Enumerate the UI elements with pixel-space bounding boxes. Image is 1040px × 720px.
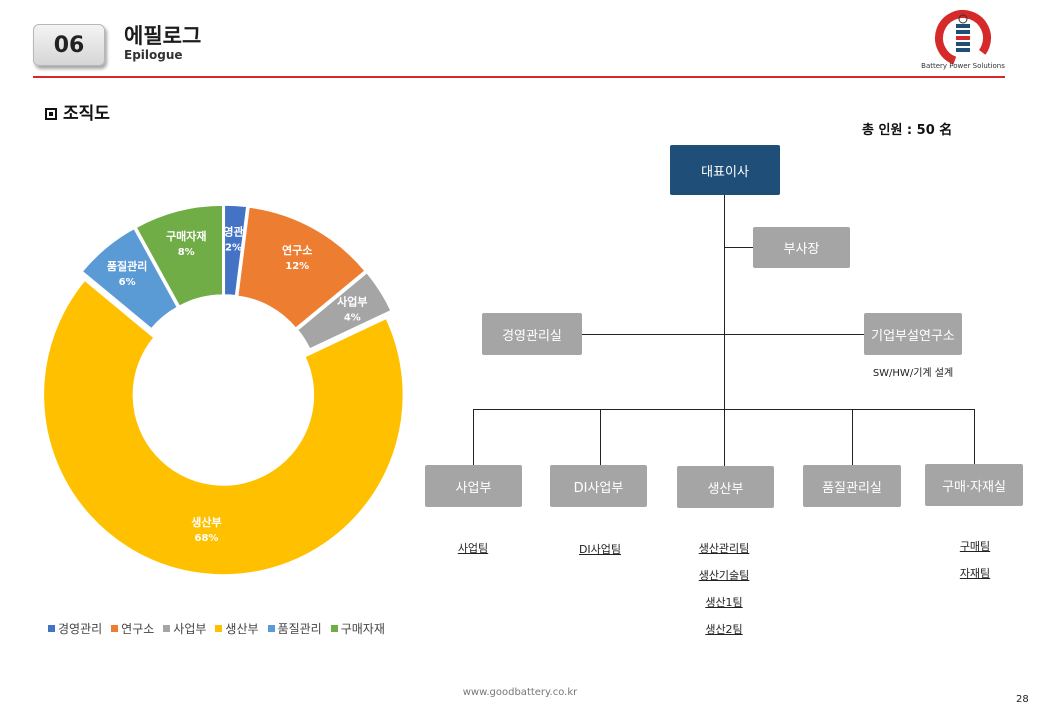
legend-label: 경영관리 (58, 622, 103, 636)
donut-slice-1 (236, 206, 367, 330)
donut-slice-0 (223, 204, 248, 297)
donut-label-category-4: 품질관리 (107, 259, 147, 273)
legend-swatch (267, 625, 275, 632)
legend-label: 생산부 (225, 622, 259, 636)
donut-slice-2 (296, 271, 393, 350)
donut-label-category-1: 연구소 (282, 243, 312, 257)
donut-slice-5 (135, 204, 224, 308)
legend-item-1: 연구소 (111, 620, 154, 637)
org-box-vice-president: 부사장 (753, 227, 850, 268)
legend-swatch (111, 625, 119, 632)
org-box-dept-business: 사업부 (425, 465, 522, 507)
org-box-dept-production: 생산부 (677, 466, 774, 508)
connector-ceo-trunk (724, 195, 725, 410)
donut-label-value-2: 4% (344, 313, 361, 324)
donut-slice-4 (81, 227, 179, 330)
connector-vice (724, 247, 753, 248)
donut-label-value-5: 8% (178, 247, 195, 258)
legend-swatch (215, 625, 223, 632)
org-box-dept-quality: 품질관리실 (803, 465, 901, 507)
team-purchasing: 구매팀 (959, 540, 991, 553)
donut-label-category-3: 생산부 (191, 515, 221, 529)
team-di-business: DI사업팀 (578, 543, 622, 556)
total-staff: 총 인원 : 50 名 (862, 123, 953, 138)
org-box-ceo: 대표이사 (670, 145, 780, 195)
page-number: 28 (1016, 694, 1029, 705)
connector-dept-2 (600, 409, 601, 465)
donut-label-value-1: 12% (285, 261, 309, 272)
legend-label: 사업부 (173, 622, 207, 636)
legend-label: 연구소 (121, 622, 155, 636)
page-subtitle: Epilogue (124, 48, 183, 62)
page-title: 에필로그 (124, 24, 202, 48)
team-production-tech: 생산기술팀 (698, 569, 750, 582)
connector-dept-1 (473, 409, 474, 465)
section-heading-text: 조직도 (63, 104, 110, 124)
legend-item-3: 생산부 (215, 620, 259, 637)
legend-swatch (330, 625, 338, 632)
team-materials: 자재팀 (959, 567, 991, 580)
donut-label-value-0: 2% (225, 242, 242, 253)
legend-item-2: 사업부 (163, 620, 206, 637)
chart-legend: 경영관리 연구소 사업부 생산부 품질관리 구매자재 (48, 620, 385, 637)
donut-slice-3 (42, 279, 405, 576)
org-box-dept-di: DI사업부 (550, 465, 647, 507)
donut-label-value-3: 68% (194, 533, 218, 544)
legend-item-0: 경영관리 (48, 620, 102, 637)
company-logo (935, 10, 991, 66)
org-box-management: 경영관리실 (482, 313, 582, 355)
team-production-1: 생산1팀 (705, 596, 743, 609)
team-production-2: 생산2팀 (705, 623, 743, 636)
connector-dept-3 (724, 409, 725, 466)
donut-label-category-2: 사업부 (337, 295, 367, 309)
legend-label: 품질관리 (277, 622, 322, 636)
connector-dept-4 (852, 409, 853, 465)
org-box-dept-purchasing: 구매·자재실 (925, 464, 1023, 506)
legend-item-4: 품질관리 (267, 620, 322, 637)
team-business: 사업팀 (457, 542, 489, 555)
connector-dept-5 (974, 409, 975, 464)
square-bullet-icon (45, 108, 57, 120)
org-box-research-lab: 기업부설연구소 (864, 313, 962, 355)
logo-tagline: Battery Power Solutions (921, 62, 1005, 70)
donut-label-category-5: 구매자재 (166, 229, 206, 243)
footer-url: www.goodbattery.co.kr (462, 687, 578, 698)
section-number-badge: 06 (33, 24, 105, 66)
connector-mgmt-lab (582, 334, 864, 335)
header-divider (33, 76, 1005, 78)
section-heading: 조직도 (45, 99, 110, 124)
donut-label-value-4: 6% (119, 277, 136, 288)
team-production-mgmt: 생산관리팀 (698, 542, 750, 555)
legend-swatch (163, 625, 171, 632)
legend-label: 구매자재 (340, 622, 385, 636)
legend-swatch (48, 625, 55, 632)
research-lab-note: SW/HW/기계 설계 (872, 368, 954, 379)
legend-item-5: 구매자재 (330, 620, 385, 637)
